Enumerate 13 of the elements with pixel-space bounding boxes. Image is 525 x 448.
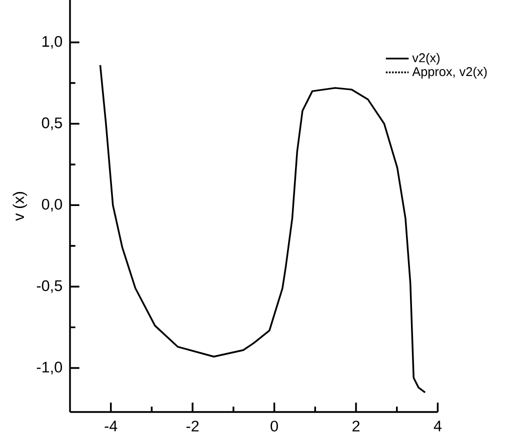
y-axis-title: v (x) bbox=[12, 192, 28, 221]
x-tick-label: 2 bbox=[352, 420, 360, 432]
y-tick-label: 1,0 bbox=[42, 36, 62, 49]
x-tick-label: -2 bbox=[186, 420, 199, 432]
x-tick-label: -4 bbox=[104, 420, 118, 432]
x-tick-label: 4 bbox=[434, 420, 442, 432]
legend-label: v2(x) bbox=[412, 52, 440, 65]
y-tick-label: 0,5 bbox=[42, 117, 62, 130]
y-tick-label: -1,0 bbox=[36, 362, 62, 374]
x-tick-label: 0 bbox=[270, 420, 278, 432]
y-tick-label: 0,0 bbox=[42, 198, 62, 212]
legend-label: Approx, v2(x) bbox=[412, 66, 487, 79]
y-tick-label: -0,5 bbox=[36, 280, 62, 293]
